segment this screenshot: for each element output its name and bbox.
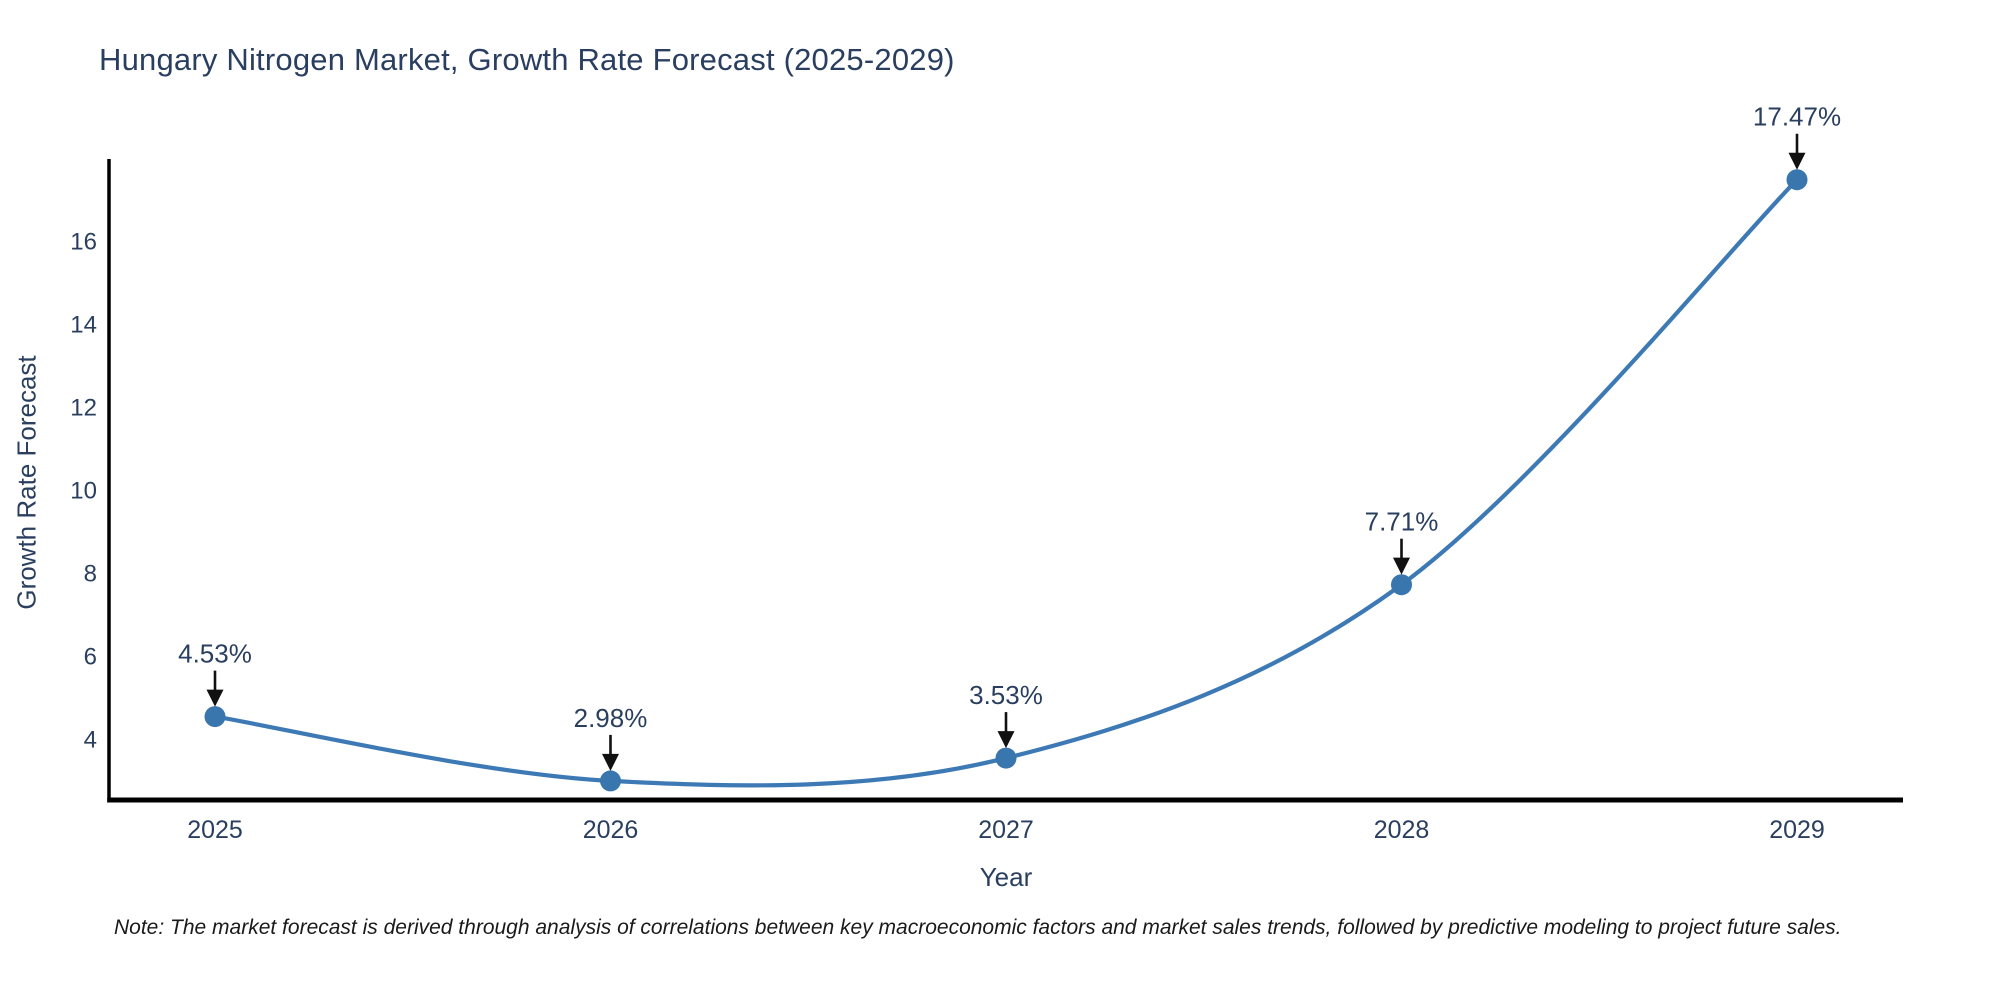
- x-tick-label: 2029: [1769, 816, 1825, 844]
- point-annotations: 4.53% 2.98% 3.53% 7.71% 17.47%: [178, 102, 1841, 771]
- annotation-arrowhead-icon: [1393, 557, 1410, 575]
- trace-line: [212, 177, 1800, 788]
- point-value-label: 7.71%: [1365, 507, 1439, 537]
- y-tick-label: 16: [70, 229, 97, 256]
- annotation-arrowhead-icon: [206, 689, 224, 707]
- annotation-arrowhead-icon: [997, 731, 1015, 749]
- axes: [107, 159, 1903, 803]
- x-axis-tick-labels: 2025 2026 2027 2028 2029: [187, 816, 1825, 844]
- x-tick-label: 2025: [187, 816, 243, 844]
- point-value-label: 3.53%: [969, 680, 1043, 710]
- y-tick-label: 12: [70, 395, 97, 422]
- data-point-marker: [600, 770, 621, 792]
- data-point-marker: [1786, 169, 1808, 191]
- chart-title: Hungary Nitrogen Market, Growth Rate For…: [99, 42, 955, 77]
- data-point-markers: [204, 169, 1808, 792]
- point-value-label: 4.53%: [178, 639, 252, 669]
- y-tick-label: 8: [84, 561, 97, 588]
- y-tick-label: 4: [84, 727, 97, 754]
- footnote-text: Note: The market forecast is derived thr…: [114, 916, 1842, 939]
- x-axis-title: Year: [979, 862, 1033, 892]
- point-value-label: 2.98%: [574, 703, 648, 733]
- data-point-marker: [1391, 574, 1412, 596]
- y-tick-label: 14: [70, 312, 97, 339]
- data-point-marker: [204, 706, 226, 728]
- x-tick-label: 2026: [583, 816, 639, 844]
- y-tick-label: 10: [70, 478, 97, 505]
- annotation-arrowhead-icon: [602, 753, 619, 771]
- y-axis-tick-labels: 4 6 8 10 12 14 16: [70, 229, 97, 754]
- y-tick-label: 6: [84, 644, 97, 671]
- x-tick-label: 2027: [978, 816, 1034, 844]
- point-value-label: 17.47%: [1753, 102, 1841, 132]
- x-tick-label: 2028: [1374, 816, 1430, 844]
- annotation-arrowhead-icon: [1788, 152, 1806, 170]
- data-point-marker: [995, 747, 1017, 769]
